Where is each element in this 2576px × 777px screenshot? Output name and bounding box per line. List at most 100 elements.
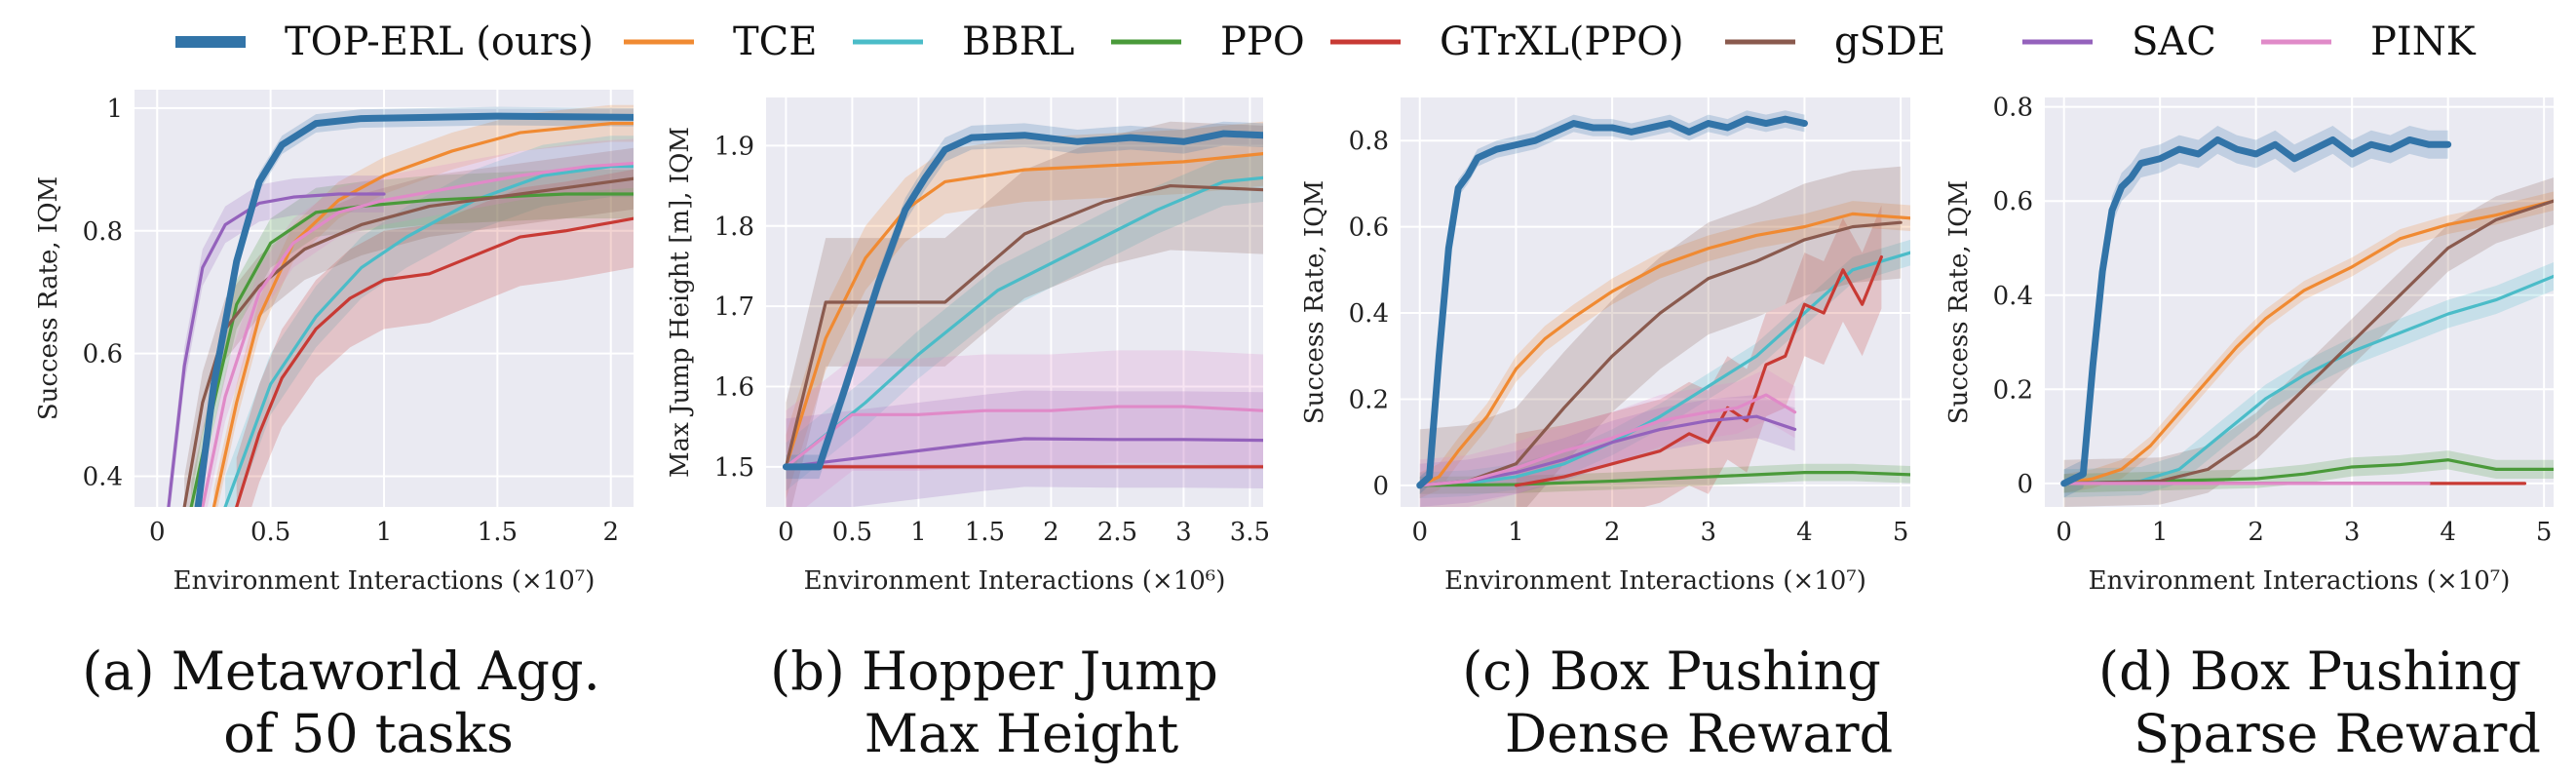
- x-tick-label: 2: [2248, 518, 2264, 547]
- x-tick-label: 1: [2152, 518, 2169, 547]
- y-tick-label: 1.5: [714, 453, 754, 483]
- y-tick-label: 0.6: [1993, 187, 2033, 216]
- legend-label: SAC: [2132, 19, 2216, 64]
- series-line-top-erl-ours: [2060, 136, 2452, 487]
- x-tick-label: 2: [602, 518, 619, 547]
- series-line-ppo: [189, 192, 634, 507]
- captions: (a) Metaworld Agg.of 50 tasks (b) Hopper …: [82, 641, 2541, 764]
- x-tick-label: 0: [2056, 518, 2072, 547]
- legend-label: BBRL: [962, 19, 1074, 64]
- band-gsde: [2063, 177, 2554, 507]
- series-group: [167, 104, 634, 507]
- series-line-pink: [1418, 393, 1797, 487]
- band-gtrxl-ppo: [236, 169, 634, 507]
- y-tick-label: 1.9: [714, 132, 754, 161]
- x-tick-label: 1: [376, 518, 393, 547]
- series-line-gsde: [784, 183, 1263, 469]
- series-line-gsde: [2062, 199, 2554, 486]
- chart-panel-3: 0 0.2 0.4 0.6 0.8 0 1 2 3 4 5 Environment Interacti…: [1300, 97, 1910, 596]
- series-line-top-erl-ours: [194, 112, 634, 507]
- y-tick-label: 1: [106, 95, 123, 124]
- y-tick-label: 0: [2017, 470, 2033, 499]
- x-tick-label: 2: [1043, 518, 1059, 547]
- x-axis-label: Environment Interactions (×10⁶): [804, 566, 1226, 596]
- x-tick-label: 2: [1604, 518, 1621, 547]
- legend-item-pink: PINK: [2261, 19, 2477, 64]
- y-tick-label: 1.8: [714, 213, 754, 242]
- legend-item-bbrl: BBRL: [853, 19, 1074, 64]
- caption-line: (d) Box Pushing: [2098, 641, 2521, 702]
- x-tick-label: 2.5: [1097, 518, 1137, 547]
- legend: TOP-ERL (ours) TCE BBRL PPO GTrXL(PPO) gSDE SA…: [175, 19, 2477, 64]
- x-axis-label: Environment Interactions (×10⁷): [2089, 566, 2511, 596]
- series-line-tce: [1418, 212, 1910, 487]
- caption-line: (a) Metaworld Agg.: [82, 641, 599, 702]
- legend-label: TCE: [733, 19, 817, 64]
- y-tick-label: 1.6: [714, 372, 754, 402]
- legend-label: TOP-ERL (ours): [285, 19, 594, 64]
- band-bbrl: [786, 153, 1263, 491]
- series-line-top-erl-ours: [1416, 115, 1808, 489]
- x-tick-label: 1: [910, 518, 927, 547]
- x-tick-label: 3: [1175, 518, 1192, 547]
- legend-label: PINK: [2370, 19, 2477, 64]
- x-tick-label: 4: [2440, 518, 2456, 547]
- x-tick-label: 1.5: [478, 518, 518, 547]
- series-group: [782, 121, 1263, 507]
- x-tick-label: 0: [778, 518, 794, 547]
- x-tick-label: 0.5: [832, 518, 872, 547]
- y-tick-label: 0.8: [1349, 127, 1389, 156]
- series-line-gtrxl-ppo: [235, 216, 634, 507]
- series-line-top-erl-ours: [782, 130, 1263, 471]
- plot-area: [2045, 97, 2554, 507]
- y-tick-label: 0.4: [1993, 282, 2033, 311]
- series-line-bbrl: [2062, 274, 2554, 486]
- band-ppo: [191, 169, 634, 507]
- series-group: [1416, 110, 1910, 507]
- band-tce: [1419, 201, 1910, 499]
- caption-line: Dense Reward: [1505, 703, 1893, 764]
- x-tick-label: 5: [2536, 518, 2553, 547]
- caption-line: of 50 tasks: [223, 703, 514, 764]
- caption-line: Sparse Reward: [2134, 703, 2541, 764]
- series-line-sac: [167, 192, 386, 507]
- y-axis-label: Success Rate, IQM: [34, 176, 63, 420]
- caption-line: (c) Box Pushing: [1462, 641, 1881, 702]
- series-line-gsde: [1418, 220, 1903, 487]
- series-line-tce: [784, 152, 1263, 469]
- caption-line: Max Height: [865, 703, 1179, 764]
- band-sac: [786, 390, 1263, 507]
- series-line-tce: [211, 122, 634, 507]
- legend-item-sac: SAC: [2022, 19, 2216, 64]
- plot-area: [1401, 97, 1910, 507]
- y-tick-label: 0: [1372, 472, 1389, 501]
- x-tick-label: 3: [2344, 518, 2361, 547]
- x-tick-label: 4: [1796, 518, 1813, 547]
- caption-1: (a) Metaworld Agg.of 50 tasks: [82, 641, 599, 764]
- x-axis-label: Environment Interactions (×10⁷): [1444, 566, 1866, 596]
- x-tick-label: 3: [1701, 518, 1717, 547]
- legend-label: gSDE: [1834, 19, 1945, 64]
- legend-item-ppo: PPO: [1111, 19, 1305, 64]
- x-axis-label: Environment Interactions (×10⁷): [173, 566, 596, 596]
- series-line-bbrl: [223, 165, 634, 507]
- y-tick-label: 0.4: [83, 463, 123, 492]
- legend-item-gsde: gSDE: [1725, 19, 1945, 64]
- band-gtrxl-ppo: [1516, 205, 1882, 507]
- caption-line: (b) Hopper Jump: [770, 641, 1218, 702]
- series-group: [2060, 125, 2554, 507]
- series-line-tce: [2062, 199, 2554, 486]
- band-tce: [2063, 191, 2554, 493]
- x-tick-label: 1: [1508, 518, 1524, 547]
- band-sac: [168, 175, 384, 507]
- x-tick-label: 0: [1411, 518, 1428, 547]
- y-axis-label: Success Rate, IQM: [1944, 180, 1974, 424]
- legend-item-tce: TCE: [624, 19, 817, 64]
- x-tick-label: 5: [1893, 518, 1909, 547]
- band-bbrl: [225, 136, 634, 507]
- series-line-pink: [784, 405, 1263, 469]
